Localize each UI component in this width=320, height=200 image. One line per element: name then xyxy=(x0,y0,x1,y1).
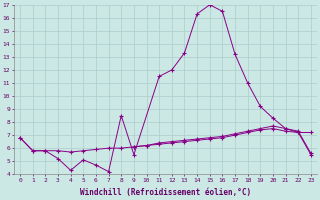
X-axis label: Windchill (Refroidissement éolien,°C): Windchill (Refroidissement éolien,°C) xyxy=(80,188,251,197)
